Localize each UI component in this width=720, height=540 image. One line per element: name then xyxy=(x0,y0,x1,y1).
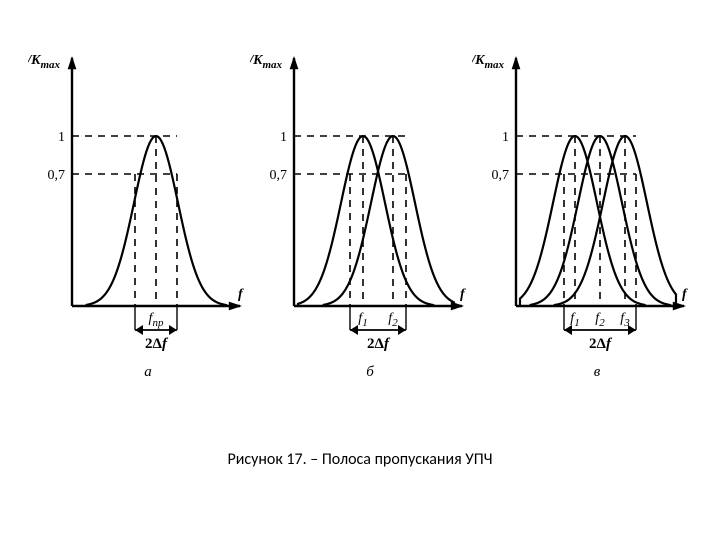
svg-text:f2: f2 xyxy=(388,311,398,329)
svg-text:2Δf: 2Δf xyxy=(367,336,391,352)
svg-text:K/Kmax: K/Kmax xyxy=(250,53,282,71)
svg-text:0,7: 0,7 xyxy=(270,168,288,183)
svg-text:1: 1 xyxy=(58,130,65,145)
svg-text:0,7: 0,7 xyxy=(492,168,510,183)
svg-text:fпр: fпр xyxy=(149,311,164,329)
svg-text:1: 1 xyxy=(280,130,287,145)
svg-text:K/Kmax: K/Kmax xyxy=(472,53,504,71)
figure-caption: Рисунок 17. – Полоса пропускания УПЧ xyxy=(0,450,720,469)
svg-text:а: а xyxy=(144,364,152,376)
chart-panel-b: K/Kmax 1 0,7 f f1 f2 2Δf б xyxy=(250,46,472,376)
svg-text:K/Kmax: K/Kmax xyxy=(28,53,60,71)
svg-text:1: 1 xyxy=(502,130,509,145)
svg-text:f: f xyxy=(682,287,688,302)
svg-text:б: б xyxy=(366,364,374,376)
svg-text:f: f xyxy=(460,287,466,302)
chart-panel-v: K/Kmax10,7ff1f2f32Δfв xyxy=(472,46,694,376)
svg-text:в: в xyxy=(594,364,601,376)
svg-text:2Δf: 2Δf xyxy=(145,336,169,352)
svg-text:0,7: 0,7 xyxy=(48,168,66,183)
svg-text:f: f xyxy=(238,287,244,302)
svg-text:2Δf: 2Δf xyxy=(589,336,613,352)
panels-row: K/Kmax10,7ffпр2ΔfаK/Kmax10,7ff1f22ΔfбK/K… xyxy=(28,46,692,376)
svg-text:f1: f1 xyxy=(358,311,367,329)
chart-panel-a: K/Kmax 1 0,7 f fпр 2Δf а xyxy=(28,46,250,376)
svg-text:f2: f2 xyxy=(595,311,605,329)
